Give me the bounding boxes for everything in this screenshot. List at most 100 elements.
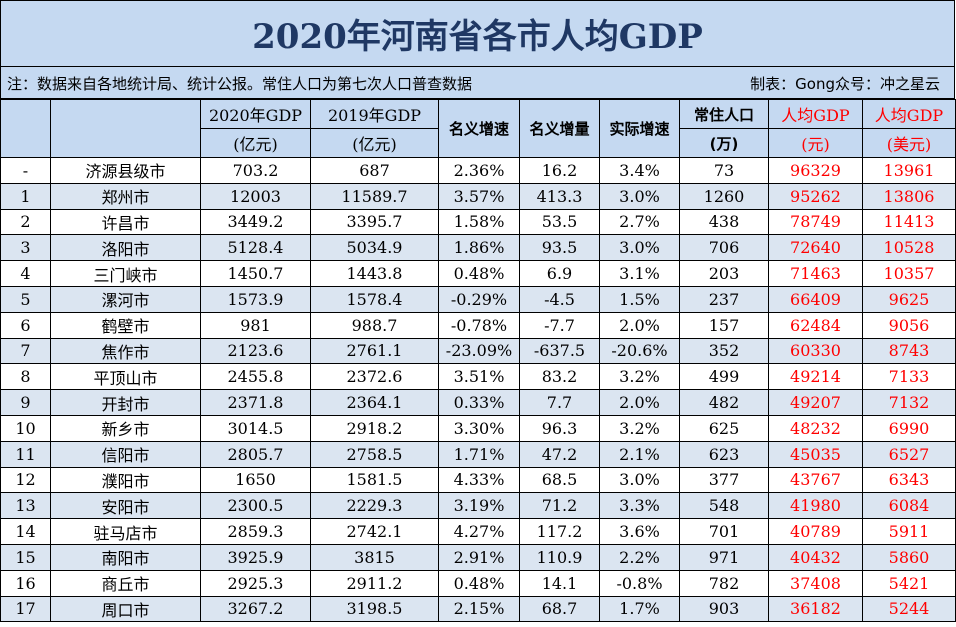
gdp2020-cell: 1450.7: [200, 260, 311, 287]
real-growth-cell: 3.2%: [599, 363, 680, 391]
city-cell: 南阳市: [50, 543, 201, 571]
gdp2020-cell: 2455.8: [200, 363, 311, 391]
header-row-1: 2020年GDP 2019年GDP 名义增速 名义增量 实际增速 常住人口 人均…: [0, 99, 956, 158]
city-cell: 许昌市: [50, 208, 201, 236]
table-row: 9 开封市 2371.8 2364.1 0.33% 7.7 2.0% 482 49207 7132: [0, 389, 956, 416]
gdp2020-cell: 12003: [200, 182, 311, 210]
per-capita-usd-cell: 11413: [862, 208, 956, 236]
per-capita-usd-cell: 6990: [862, 414, 956, 442]
real-growth-cell: 3.6%: [599, 518, 680, 545]
gdp2019-cell: 11589.7: [310, 182, 439, 210]
city-cell: 三门峡市: [50, 260, 201, 287]
per-capita-cny-cell: 95262: [768, 182, 863, 210]
table-row: 6 鹤壁市 981 988.7 -0.78% -7.7 2.0% 157 62484 9056: [0, 311, 956, 339]
table-row: 12 濮阳市 1650 1581.5 4.33% 68.5 3.0% 377 43767 6343: [0, 466, 956, 494]
real-growth-cell: 1.5%: [599, 285, 680, 313]
real-growth-cell: -0.8%: [599, 569, 680, 597]
nominal-growth-cell: 3.57%: [438, 182, 520, 210]
rank-cell: -: [0, 157, 51, 184]
real-growth-cell: 2.0%: [599, 311, 680, 339]
per-capita-cny-cell: 40789: [768, 518, 863, 545]
gdp2019-cell: 1443.8: [310, 260, 439, 287]
population-cell: 482: [679, 389, 769, 416]
per-capita-usd-cell: 10528: [862, 234, 956, 262]
city-cell: 驻马店市: [50, 518, 201, 545]
nominal-growth-cell: 2.36%: [438, 157, 520, 184]
nominal-growth-cell: 3.51%: [438, 363, 520, 391]
table-row: 14 驻马店市 2859.3 2742.1 4.27% 117.2 3.6% 701 40789…: [0, 518, 956, 545]
table-row: 11 信阳市 2805.7 2758.5 1.71% 47.2 2.1% 623 45035 65…: [0, 440, 956, 468]
nominal-increase-cell: 16.2: [519, 157, 600, 184]
gdp2020-cell: 981: [200, 311, 311, 339]
gdp2020-cell: 3925.9: [200, 543, 311, 571]
table-row: 8 平顶山市 2455.8 2372.6 3.51% 83.2 3.2% 499 49214 71…: [0, 363, 956, 391]
nominal-growth-cell: 1.86%: [438, 234, 520, 262]
nominal-growth-cell: -0.78%: [438, 311, 520, 339]
city-cell: 鹤壁市: [50, 311, 201, 339]
header-nominal-growth: 名义增速: [438, 99, 520, 158]
real-growth-cell: 2.1%: [599, 440, 680, 468]
gdp2019-cell: 2742.1: [310, 518, 439, 545]
city-cell: 平顶山市: [50, 363, 201, 391]
rank-cell: 2: [0, 208, 51, 236]
population-cell: 157: [679, 311, 769, 339]
population-cell: 623: [679, 440, 769, 468]
rank-cell: 7: [0, 337, 51, 365]
table-row: 4 三门峡市 1450.7 1443.8 0.48% 6.9 3.1% 203 71463 103…: [0, 260, 956, 287]
header-per-capita-cny: 人均GDP: [768, 99, 863, 129]
population-cell: 1260: [679, 182, 769, 210]
rank-cell: 15: [0, 543, 51, 571]
gdp-table: 2020年GDP 2019年GDP 名义增速 名义增量 实际增速 常住人口 人均…: [0, 99, 956, 623]
nominal-increase-cell: 93.5: [519, 234, 600, 262]
gdp2019-cell: 2758.5: [310, 440, 439, 468]
city-cell: 漯河市: [50, 285, 201, 313]
header-gdp2019-unit: (亿元): [310, 128, 439, 158]
per-capita-usd-cell: 13961: [862, 157, 956, 184]
real-growth-cell: 2.2%: [599, 543, 680, 571]
nominal-growth-cell: 0.48%: [438, 569, 520, 597]
rank-cell: 10: [0, 414, 51, 442]
gdp2020-cell: 2123.6: [200, 337, 311, 365]
rank-cell: 1: [0, 182, 51, 210]
per-capita-cny-cell: 71463: [768, 260, 863, 287]
table-row: 1 郑州市 12003 11589.7 3.57% 413.3 3.0% 1260 95262 1…: [0, 182, 956, 210]
nominal-increase-cell: -7.7: [519, 311, 600, 339]
city-cell: 郑州市: [50, 182, 201, 210]
nominal-growth-cell: 2.15%: [438, 595, 520, 623]
per-capita-cny-cell: 49214: [768, 363, 863, 391]
header-population: 常住人口: [679, 99, 769, 129]
nominal-growth-cell: -23.09%: [438, 337, 520, 365]
population-cell: 377: [679, 466, 769, 494]
nominal-growth-cell: 3.30%: [438, 414, 520, 442]
population-cell: 903: [679, 595, 769, 623]
nominal-increase-cell: 110.9: [519, 543, 600, 571]
table-row: - 济源县级市 703.2 687 2.36% 16.2 3.4% 73 96329 13961: [0, 157, 956, 184]
nominal-increase-cell: 68.7: [519, 595, 600, 623]
note-bar: 注：数据来自各地统计局、统计公报。常住人口为第七次人口普查数据 制表：Gong众…: [0, 67, 955, 99]
per-capita-cny-cell: 37408: [768, 569, 863, 597]
population-cell: 499: [679, 363, 769, 391]
gdp2020-cell: 2859.3: [200, 518, 311, 545]
real-growth-cell: 3.0%: [599, 234, 680, 262]
per-capita-usd-cell: 6343: [862, 466, 956, 494]
gdp2020-cell: 3267.2: [200, 595, 311, 623]
rank-cell: 6: [0, 311, 51, 339]
gdp2019-cell: 1581.5: [310, 466, 439, 494]
rank-cell: 16: [0, 569, 51, 597]
table-row: 10 新乡市 3014.5 2918.2 3.30% 96.3 3.2% 625 48232 69…: [0, 414, 956, 442]
nominal-increase-cell: -637.5: [519, 337, 600, 365]
nominal-growth-cell: 4.33%: [438, 466, 520, 494]
per-capita-usd-cell: 5421: [862, 569, 956, 597]
header-row-2: (亿元) (亿元) (万) (元) (美元): [1, 128, 956, 158]
gdp2020-cell: 3449.2: [200, 208, 311, 236]
per-capita-cny-cell: 66409: [768, 285, 863, 313]
header-gdp2020: 2020年GDP: [200, 99, 311, 129]
population-cell: 352: [679, 337, 769, 365]
rank-cell: 11: [0, 440, 51, 468]
nominal-increase-cell: 7.7: [519, 389, 600, 416]
nominal-growth-cell: 3.19%: [438, 492, 520, 520]
per-capita-cny-cell: 62484: [768, 311, 863, 339]
per-capita-cny-cell: 96329: [768, 157, 863, 184]
per-capita-cny-cell: 40432: [768, 543, 863, 571]
nominal-increase-cell: 117.2: [519, 518, 600, 545]
